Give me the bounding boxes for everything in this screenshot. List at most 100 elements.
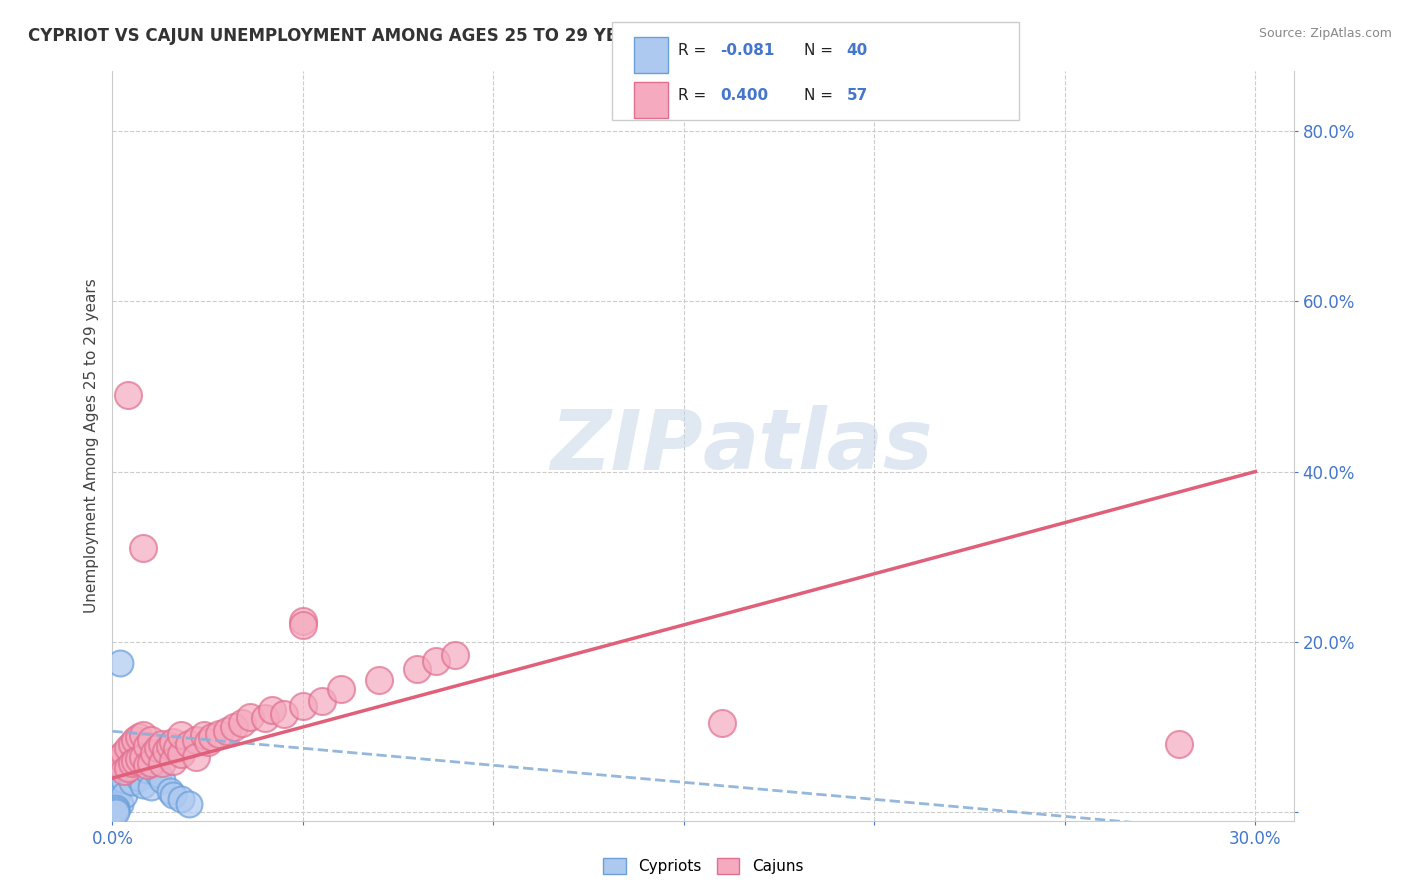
Text: 57: 57 — [846, 88, 868, 103]
Point — [105, 766, 128, 781]
Point — [132, 541, 155, 556]
Point — [186, 749, 208, 764]
Point — [1168, 737, 1191, 751]
Text: R =: R = — [678, 88, 711, 103]
Point — [148, 741, 170, 756]
Point — [132, 778, 155, 792]
Point — [444, 648, 467, 662]
Point — [132, 756, 155, 770]
Point — [150, 737, 173, 751]
Point — [117, 388, 139, 402]
Point — [143, 746, 166, 760]
Point — [108, 763, 131, 777]
Point — [139, 747, 162, 762]
Point — [112, 758, 135, 772]
Point — [262, 703, 284, 717]
Point — [425, 654, 447, 668]
Point — [170, 747, 193, 762]
Point — [291, 698, 314, 713]
Point — [112, 788, 135, 802]
Point — [105, 805, 128, 819]
Point — [105, 758, 128, 772]
Point — [124, 754, 146, 768]
Point — [135, 758, 157, 772]
Point — [139, 756, 162, 770]
Text: Source: ZipAtlas.com: Source: ZipAtlas.com — [1258, 27, 1392, 40]
Point — [139, 732, 162, 747]
Point — [105, 792, 128, 806]
Point — [105, 804, 128, 818]
Point — [128, 749, 150, 764]
Point — [108, 656, 131, 670]
Text: 40: 40 — [846, 44, 868, 58]
Point — [121, 775, 143, 789]
Point — [224, 720, 246, 734]
Point — [150, 772, 173, 787]
Point — [117, 764, 139, 779]
Point — [108, 781, 131, 796]
Point — [105, 784, 128, 798]
Point — [170, 792, 193, 806]
Point — [162, 788, 184, 802]
Point — [112, 772, 135, 787]
Point — [128, 730, 150, 744]
Point — [197, 735, 219, 749]
Point — [253, 711, 276, 725]
Text: atlas: atlas — [703, 406, 934, 486]
Point — [108, 754, 131, 768]
Text: ZIP: ZIP — [550, 406, 703, 486]
Point — [112, 746, 135, 760]
Text: N =: N = — [804, 88, 838, 103]
Point — [124, 763, 146, 777]
Point — [291, 614, 314, 628]
Point — [231, 715, 253, 730]
Point — [162, 735, 184, 749]
Point — [143, 758, 166, 772]
Point — [105, 758, 128, 772]
Point — [124, 744, 146, 758]
Point — [291, 617, 314, 632]
Point — [193, 729, 215, 743]
Point — [200, 730, 222, 744]
Point — [112, 749, 135, 764]
Y-axis label: Unemployment Among Ages 25 to 29 years: Unemployment Among Ages 25 to 29 years — [83, 278, 98, 614]
Point — [711, 715, 734, 730]
Point — [162, 754, 184, 768]
Point — [108, 797, 131, 811]
Text: N =: N = — [804, 44, 838, 58]
Point — [139, 780, 162, 794]
Point — [105, 780, 128, 794]
Point — [117, 761, 139, 775]
Point — [159, 784, 181, 798]
Legend: Cypriots, Cajuns: Cypriots, Cajuns — [596, 852, 810, 880]
Point — [155, 744, 177, 758]
Point — [150, 756, 173, 770]
Point — [108, 749, 131, 764]
Point — [108, 771, 131, 785]
Point — [121, 737, 143, 751]
Text: R =: R = — [678, 44, 711, 58]
Point — [132, 749, 155, 764]
Point — [186, 732, 208, 747]
Point — [273, 707, 295, 722]
Text: -0.081: -0.081 — [720, 44, 775, 58]
Point — [128, 771, 150, 785]
Point — [117, 741, 139, 756]
Point — [117, 746, 139, 760]
Point — [135, 739, 157, 753]
Text: CYPRIOT VS CAJUN UNEMPLOYMENT AMONG AGES 25 TO 29 YEARS CORRELATION CHART: CYPRIOT VS CAJUN UNEMPLOYMENT AMONG AGES… — [28, 27, 860, 45]
Point — [121, 756, 143, 770]
Point — [159, 739, 181, 753]
Point — [177, 737, 200, 751]
Point — [128, 752, 150, 766]
Point — [170, 729, 193, 743]
Point — [121, 737, 143, 751]
Point — [105, 801, 128, 815]
Text: 0.400: 0.400 — [720, 88, 768, 103]
Point — [112, 764, 135, 779]
Point — [311, 694, 333, 708]
Point — [121, 754, 143, 768]
Point — [406, 662, 429, 676]
Point — [177, 797, 200, 811]
Point — [148, 766, 170, 781]
